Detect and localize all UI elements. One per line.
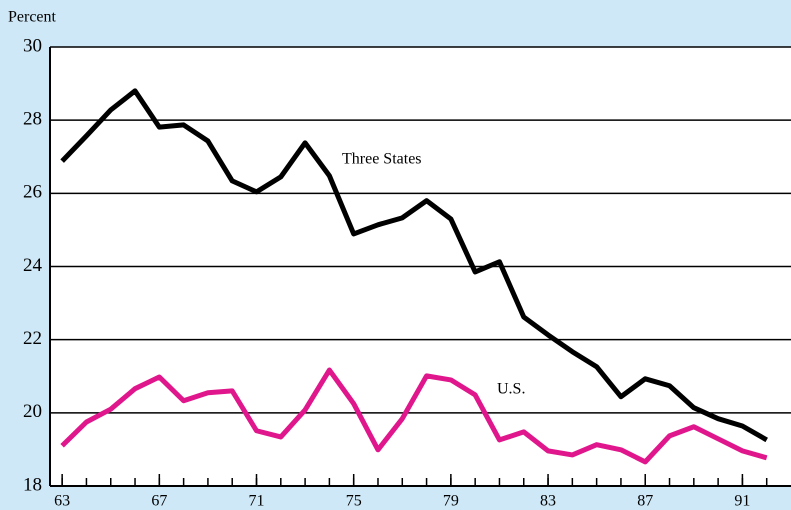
x-tick-label: 63 xyxy=(54,493,70,510)
y-tick-label: 26 xyxy=(23,182,42,203)
y-tick-label: 18 xyxy=(23,474,42,495)
y-tick-label: 20 xyxy=(23,401,42,422)
series-label: Three States xyxy=(342,151,422,168)
series-line xyxy=(60,88,768,443)
y-tick-label: 28 xyxy=(23,109,42,130)
series-label: U.S. xyxy=(497,381,525,398)
y-tick-label: 22 xyxy=(23,328,42,349)
x-tick-label: 71 xyxy=(249,493,265,510)
y-tick-label: 24 xyxy=(23,255,43,276)
x-tick-label: 75 xyxy=(346,493,362,510)
x-tick-label: 87 xyxy=(637,493,653,510)
x-tick-label: 83 xyxy=(540,493,556,510)
x-tick-label: 91 xyxy=(734,493,750,510)
x-tick-label: 67 xyxy=(151,493,167,510)
y-tick-label: 30 xyxy=(23,35,42,56)
series-line xyxy=(60,367,768,465)
x-tick-label: 79 xyxy=(443,493,459,510)
y-axis-label: Percent xyxy=(8,9,57,26)
